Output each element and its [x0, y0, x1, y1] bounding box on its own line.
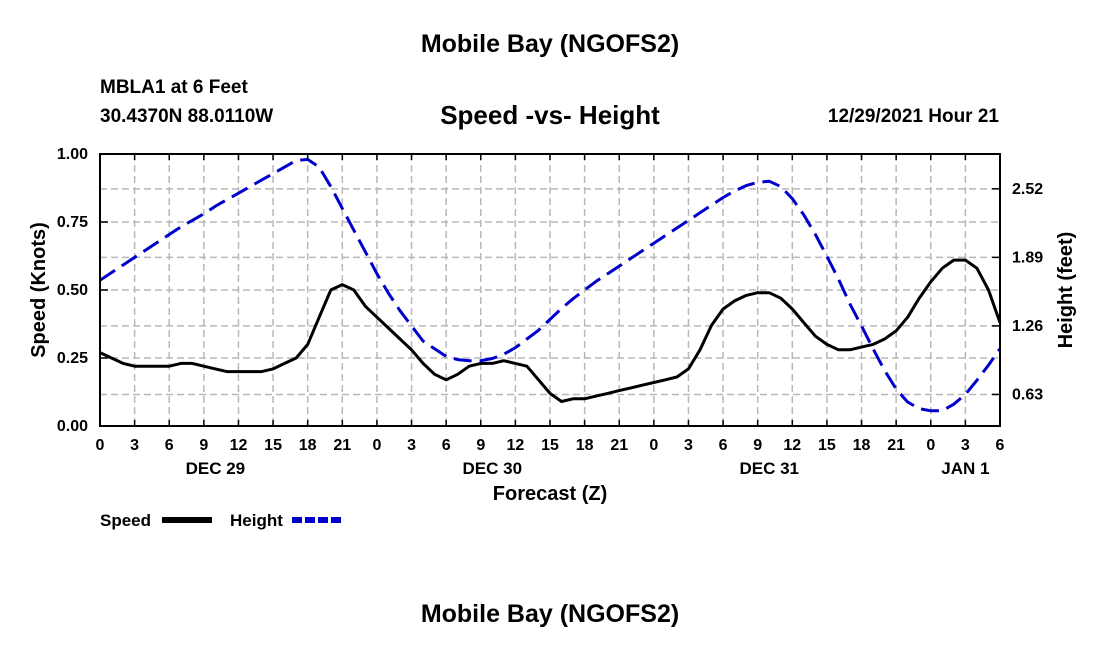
- y2-tick-label: 1.89: [1012, 249, 1043, 266]
- y-tick-label: 0.50: [57, 282, 88, 299]
- x-tick-label: 3: [130, 437, 139, 454]
- x-tick-label: 3: [684, 437, 693, 454]
- x-tick-label: 0: [649, 437, 658, 454]
- y-tick-label: 0.00: [57, 418, 88, 435]
- grid-layer: [100, 154, 1000, 426]
- station-label: MBLA1 at 6 Feet: [100, 77, 248, 98]
- x-date-label: JAN 1: [941, 459, 989, 478]
- x-tick-label: 0: [372, 437, 381, 454]
- y2-tick-label: 1.26: [1012, 318, 1043, 335]
- x-tick-label: 3: [961, 437, 970, 454]
- legend-label-speed: Speed: [100, 511, 151, 530]
- x-tick-label: 6: [719, 437, 728, 454]
- x-tick-label: 9: [476, 437, 485, 454]
- y2-tick-label: 0.63: [1012, 386, 1043, 403]
- y2-axis-label: Height (feet): [1055, 232, 1077, 349]
- series-line-speed: [99, 258, 1002, 403]
- x-tick-label: 18: [299, 437, 317, 454]
- forecast-datetime: 12/29/2021 Hour 21: [827, 106, 999, 127]
- x-date-label: DEC 30: [463, 459, 523, 478]
- series-layer: [99, 157, 1002, 413]
- x-tick-label: 15: [818, 437, 836, 454]
- x-tick-label: 9: [753, 437, 762, 454]
- legend-label-height: Height: [230, 511, 283, 530]
- x-tick-label: 9: [199, 437, 208, 454]
- y-tick-label: 1.00: [57, 146, 88, 163]
- series-line-height: [99, 157, 1002, 413]
- y-axis-label: Speed (Knots): [28, 222, 50, 358]
- x-tick-label: 12: [506, 437, 524, 454]
- y2-tick-label: 2.52: [1012, 181, 1043, 198]
- chart-main-title: Mobile Bay (NGOFS2): [420, 30, 680, 58]
- next-chart-title: Mobile Bay (NGOFS2): [420, 600, 680, 628]
- x-tick-label: 6: [165, 437, 174, 454]
- legend: Speed Height: [100, 511, 342, 530]
- y-tick-label: 0.25: [57, 350, 88, 367]
- x-tick-label: 12: [230, 437, 248, 454]
- y-tick-label: 0.75: [57, 214, 88, 231]
- x-tick-label: 6: [442, 437, 451, 454]
- x-tick-label: 18: [853, 437, 871, 454]
- x-tick-label: 12: [783, 437, 801, 454]
- x-axis-label: Forecast (Z): [493, 483, 607, 505]
- chart-subtitle: Speed -vs- Height: [440, 100, 660, 130]
- x-tick-label: 15: [264, 437, 282, 454]
- x-date-label: DEC 31: [739, 459, 799, 478]
- x-tick-label: 18: [576, 437, 594, 454]
- x-tick-label: 21: [610, 437, 628, 454]
- x-tick-label: 21: [333, 437, 351, 454]
- x-tick-label: 3: [407, 437, 416, 454]
- x-tick-label: 0: [926, 437, 935, 454]
- axis-layer: 0 3 6 9 12 15 18 21 0 3 6 9 12 15 18 21 0 3 6 9 12 15 18 21 0 3 6D…: [57, 146, 1043, 478]
- x-tick-label: 0: [96, 437, 105, 454]
- x-date-label: DEC 29: [186, 459, 246, 478]
- x-tick-label: 6: [996, 437, 1005, 454]
- coordinates-label: 30.4370N 88.0110W: [100, 106, 274, 127]
- x-tick-label: 15: [541, 437, 559, 454]
- x-tick-label: 21: [887, 437, 905, 454]
